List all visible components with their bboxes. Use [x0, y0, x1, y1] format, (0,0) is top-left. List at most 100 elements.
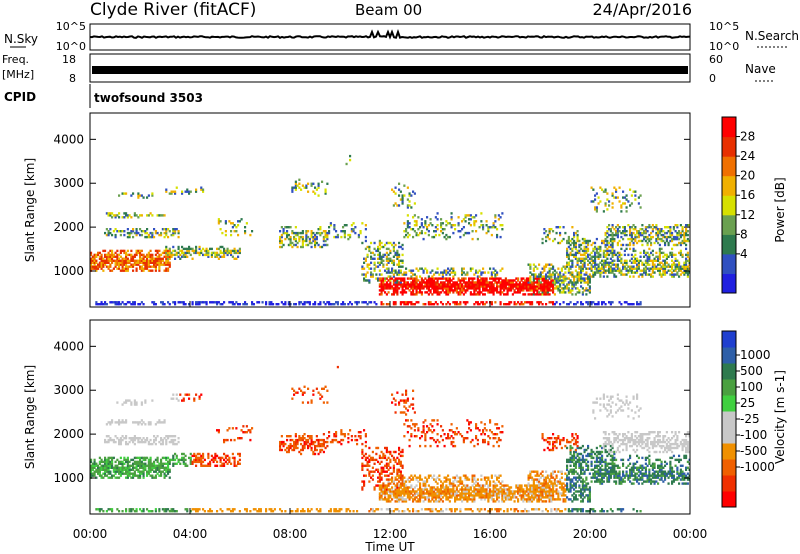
- power-cell: [412, 287, 415, 290]
- power-cell: [95, 259, 98, 262]
- power-cell: [392, 291, 395, 294]
- power-cell: [573, 283, 576, 286]
- power-cell: [97, 303, 100, 306]
- power-cell: [405, 267, 408, 270]
- power-cell: [370, 271, 373, 274]
- velocity-cell: [104, 458, 107, 462]
- velocity-cell: [394, 496, 397, 499]
- power-cell: [545, 279, 548, 282]
- velocity-cell: [279, 448, 282, 452]
- power-cell: [279, 241, 282, 245]
- power-cell: [632, 224, 635, 227]
- velocity-cell: [399, 478, 402, 481]
- power-cell: [644, 226, 647, 229]
- velocity-cell: [398, 492, 401, 495]
- power-cell: [520, 303, 523, 306]
- velocity-cell: [385, 486, 388, 489]
- power-cell: [580, 253, 583, 257]
- velocity-cell: [406, 431, 409, 434]
- power-cell: [291, 190, 294, 193]
- power-cell: [552, 301, 555, 304]
- velocity-cell: [98, 460, 101, 464]
- power-cell: [130, 257, 133, 260]
- power-cell: [674, 269, 677, 272]
- velocity-cell: [403, 484, 406, 487]
- power-cell: [478, 289, 481, 292]
- power-cell: [165, 257, 168, 260]
- power-cell: [655, 267, 658, 270]
- power-cell: [419, 283, 422, 286]
- power-cell: [412, 279, 415, 282]
- velocity-cell: [422, 494, 425, 497]
- power-cell: [492, 293, 495, 296]
- power-cell: [154, 259, 157, 262]
- velocity-cell: [123, 421, 126, 424]
- power-cell: [632, 259, 635, 262]
- power-cell: [307, 230, 310, 233]
- velocity-cell: [142, 476, 145, 479]
- power-cell: [609, 267, 612, 270]
- power-cell: [571, 281, 574, 284]
- power-cell: [550, 283, 553, 286]
- power-cell: [543, 285, 546, 288]
- power-cell: [130, 230, 133, 233]
- power-cell: [629, 247, 632, 251]
- power-cell: [181, 190, 184, 193]
- power-cell: [665, 257, 668, 260]
- power-cell: [436, 293, 439, 296]
- velocity-cell: [312, 393, 315, 396]
- power-cell: [399, 281, 402, 284]
- power-cell: [483, 293, 486, 296]
- power-cell: [546, 281, 549, 284]
- velocity-cell: [160, 462, 163, 465]
- power-cell: [111, 212, 114, 215]
- velocity-cell: [322, 387, 325, 390]
- power-cell: [300, 231, 303, 235]
- power-cell: [364, 275, 367, 278]
- power-cell: [90, 251, 93, 255]
- velocity-cell: [238, 452, 241, 456]
- velocity-cell: [126, 470, 129, 473]
- velocity-cell: [128, 510, 131, 513]
- velocity-cell: [221, 456, 224, 460]
- velocity-cell: [107, 421, 110, 424]
- velocity-cell: [408, 476, 411, 479]
- velocity-cell: [321, 444, 324, 448]
- velocity-cell: [364, 444, 367, 448]
- power-cell: [606, 226, 609, 229]
- velocity-cell: [214, 464, 217, 467]
- power-cell: [363, 277, 366, 280]
- velocity-cell: [426, 480, 429, 483]
- power-cell: [392, 301, 395, 304]
- power-cell: [140, 259, 143, 262]
- power-cell: [464, 283, 467, 286]
- power-cell: [443, 287, 446, 290]
- power-cell: [532, 281, 535, 284]
- power-cell: [105, 253, 108, 257]
- power-cell: [545, 263, 548, 266]
- velocity-cell: [146, 464, 149, 467]
- power-cell: [672, 273, 675, 276]
- velocity-cell: [429, 500, 432, 503]
- velocity-cell: [361, 488, 364, 491]
- velocity-cell: [98, 462, 101, 465]
- power-cell: [513, 289, 516, 292]
- power-cell: [496, 289, 499, 292]
- power-cell: [385, 281, 388, 284]
- velocity-cell: [401, 411, 404, 414]
- velocity-cell: [100, 476, 103, 479]
- power-cell: [356, 301, 359, 304]
- velocity-cell: [303, 385, 306, 388]
- power-cell: [541, 271, 544, 274]
- power-cell: [410, 291, 413, 294]
- power-cell: [618, 267, 621, 270]
- velocity-cell: [118, 470, 121, 473]
- power-cell: [443, 228, 446, 231]
- power-cell: [620, 231, 623, 235]
- power-cell: [130, 253, 133, 257]
- velocity-cell: [385, 498, 388, 501]
- power-cell: [536, 281, 539, 284]
- power-cell: [548, 267, 551, 270]
- power-cell: [352, 228, 355, 231]
- velocity-cell: [142, 508, 145, 511]
